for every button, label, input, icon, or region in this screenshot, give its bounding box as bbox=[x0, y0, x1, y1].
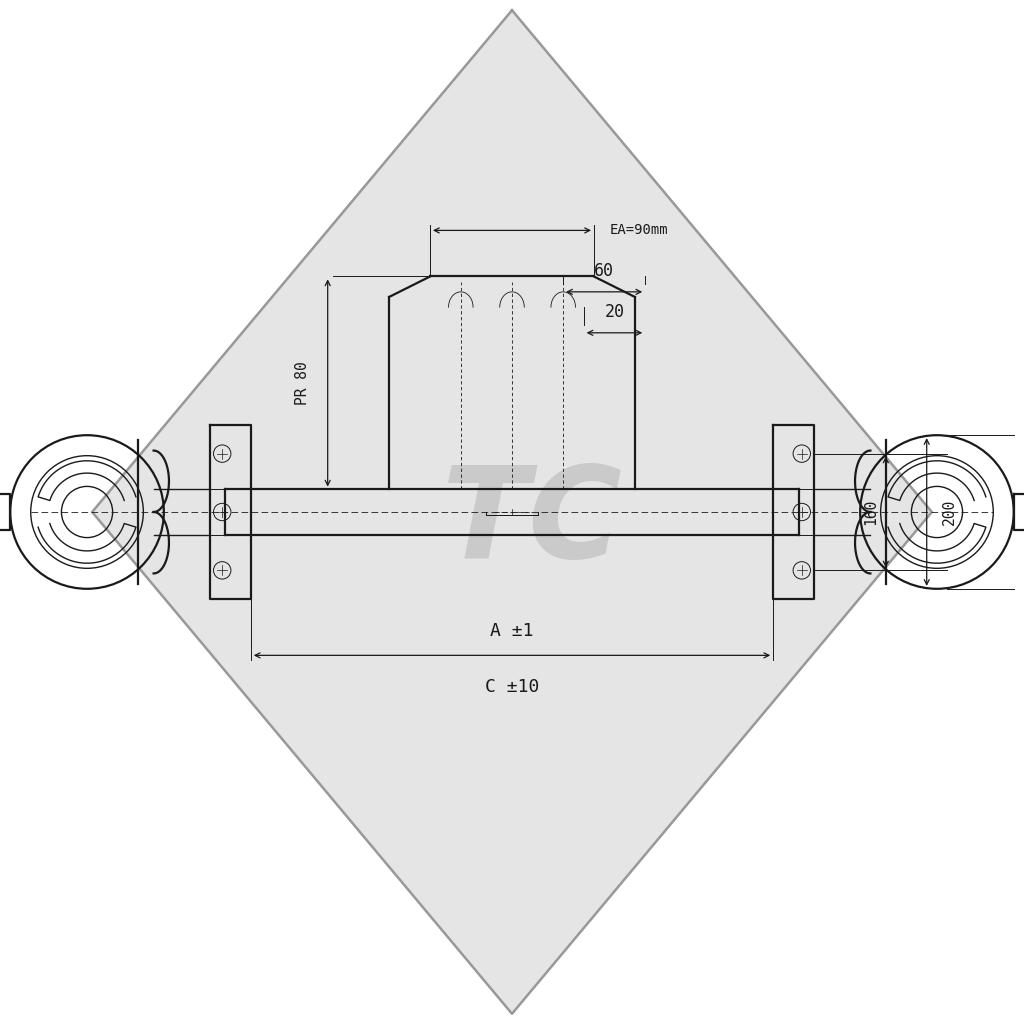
Text: 160: 160 bbox=[863, 499, 878, 525]
Text: 20: 20 bbox=[604, 302, 625, 321]
Text: EA=90mm: EA=90mm bbox=[609, 223, 668, 238]
Text: 200: 200 bbox=[942, 499, 957, 525]
Text: A ±1: A ±1 bbox=[490, 622, 534, 640]
Text: 60: 60 bbox=[594, 261, 614, 280]
Polygon shape bbox=[92, 10, 932, 1014]
Text: PR 80: PR 80 bbox=[295, 361, 309, 404]
Text: C ±10: C ±10 bbox=[484, 678, 540, 696]
Text: TC: TC bbox=[442, 460, 623, 585]
